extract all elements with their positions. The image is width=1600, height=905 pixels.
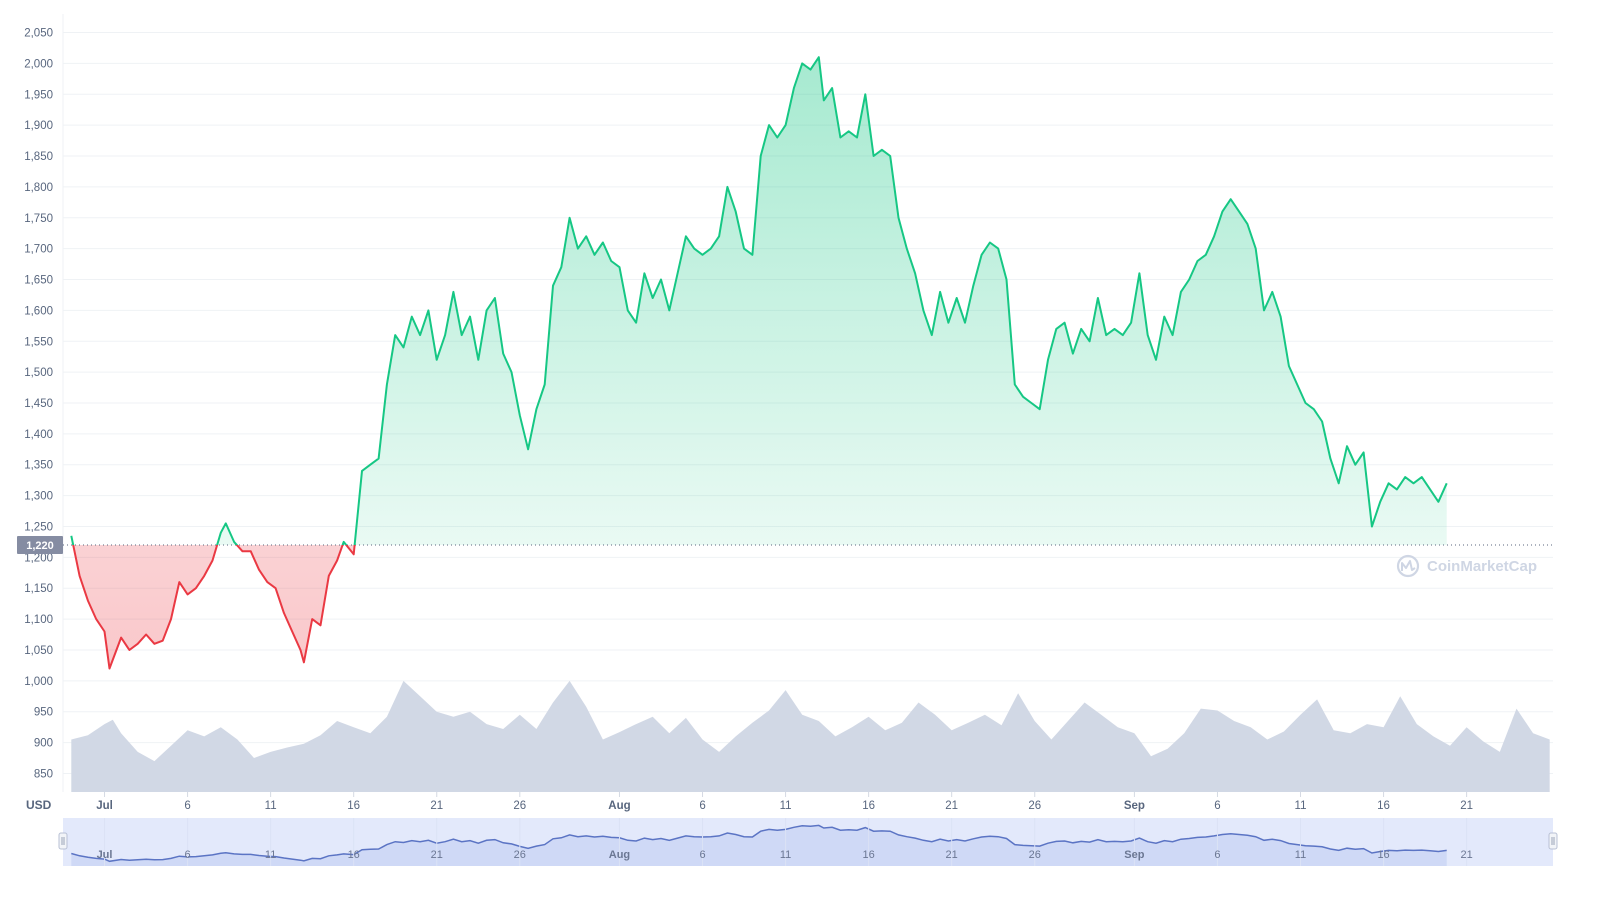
volume-area: [71, 680, 1550, 792]
y-tick-label: 1,450: [24, 398, 53, 410]
x-tick-label: 11: [265, 800, 277, 812]
price-area-down: [73, 545, 355, 669]
navigator-tick-label: 11: [265, 849, 276, 861]
y-tick-label: 1,050: [24, 645, 53, 657]
y-tick-label: 1,300: [24, 491, 53, 503]
y-tick-label: 1,650: [24, 275, 53, 287]
navigator-tick-label: 11: [1295, 849, 1306, 861]
x-tick-label: 26: [1028, 800, 1041, 812]
x-tick-label: Aug: [608, 800, 630, 812]
navigator-tick-label: 6: [699, 849, 705, 861]
x-tick-label: 21: [1460, 800, 1473, 812]
x-tick-label: 6: [184, 800, 190, 812]
logo-wave: [1401, 560, 1416, 571]
logo-ring: [1396, 554, 1420, 578]
y-tick-label: 1,800: [24, 182, 53, 194]
x-tick-label: Sep: [1124, 800, 1145, 812]
unit-label-group: USD: [26, 798, 52, 812]
range-navigator[interactable]: Jul 6 11 16 21 26 Aug 6 11 16 21 26 Sep 6 11 16 21: [58, 818, 1558, 866]
y-tick-label: 1,500: [24, 367, 53, 379]
navigator-tick-label: 21: [1460, 849, 1472, 861]
reference-badge: [17, 536, 63, 555]
y-tick-label: 1,100: [24, 614, 53, 626]
y-tick-label: 900: [34, 738, 53, 750]
navigator-tick-label: 6: [1214, 849, 1220, 861]
navigator-tick-label: 21: [946, 849, 958, 861]
x-axis: Jul 6 11 16 21 26 Aug 6 11 16 21 26 Sep 6 11 16 21: [96, 800, 1473, 812]
navigator-tick-label: 26: [1029, 849, 1041, 861]
price-area: [71, 57, 1447, 669]
y-tick-label: 1,900: [24, 120, 53, 132]
navigator-tick-label: 11: [780, 849, 791, 861]
y-tick-label: 1,550: [24, 336, 53, 348]
y-tick-label: 1,400: [24, 429, 53, 441]
navigator-tick-label: 6: [185, 849, 191, 861]
y-tick-label: 1,750: [24, 213, 53, 225]
price-line-down[interactable]: [71, 57, 1446, 670]
navigator-area: [71, 825, 1447, 866]
y-tick-label: 1,700: [24, 244, 53, 256]
x-tick-label: Jul: [96, 800, 113, 812]
volume-area-shape: [71, 680, 1550, 792]
x-tick-label: 16: [1377, 800, 1390, 812]
navigator-tick-label: 26: [514, 849, 526, 861]
navigator-tick-label: 16: [1377, 849, 1389, 861]
y-tick-label: 1,850: [24, 151, 53, 163]
currency-unit-label: USD: [26, 798, 52, 812]
price-area-up: [71, 57, 1447, 546]
y-axis: 850 900 950 1,000 1,050 1,100 1,150 1,200 1,250 1…: [24, 28, 53, 781]
y-tick-label: 2,000: [24, 58, 53, 70]
x-tick-label: 16: [862, 800, 875, 812]
navigator-tick-label: 16: [348, 849, 360, 861]
x-tick-label: 6: [1214, 800, 1220, 812]
price-line[interactable]: [70, 56, 1448, 670]
navigator-right-handle[interactable]: [1548, 832, 1558, 850]
navigator-tick-label: Sep: [1124, 849, 1144, 861]
y-tick-label: 1,250: [24, 521, 53, 533]
y-tick-label: 1,150: [24, 583, 53, 595]
x-tick-label: 21: [945, 800, 958, 812]
navigator-left-handle[interactable]: [58, 832, 68, 850]
y-tick-label: 2,050: [24, 28, 53, 40]
y-tick-label: 850: [34, 768, 53, 780]
x-tick-label: 11: [1295, 800, 1307, 812]
navigator-tick-label: 21: [431, 849, 443, 861]
reference-value-label: 1,220: [26, 540, 54, 552]
navigator-tick-label: Jul: [97, 849, 113, 861]
y-tick-label: 1,350: [24, 460, 53, 472]
x-tick-label: 6: [699, 800, 705, 812]
y-tick-label: 1,000: [24, 676, 53, 688]
y-tick-label: 1,600: [24, 305, 53, 317]
y-tick-label: 1,950: [24, 89, 53, 101]
navigator-tick-label: Aug: [609, 849, 630, 861]
watermark-text: CoinMarketCap: [1427, 558, 1537, 575]
price-line-up[interactable]: [70, 56, 1448, 668]
x-tick-label: 11: [780, 800, 792, 812]
y-tick-label: 950: [34, 707, 53, 719]
navigator-line: [71, 824, 1447, 863]
x-tick-label: 16: [347, 800, 360, 812]
x-tick-label: 26: [513, 800, 526, 812]
x-tick-label: 21: [430, 800, 443, 812]
navigator-tick-label: 16: [863, 849, 875, 861]
reference-line: 1,220: [17, 536, 1553, 555]
coinmarketcap-logo-icon: [1396, 554, 1420, 578]
watermark: CoinMarketCap: [1396, 554, 1537, 578]
y-tick-label: 1,200: [24, 552, 53, 564]
